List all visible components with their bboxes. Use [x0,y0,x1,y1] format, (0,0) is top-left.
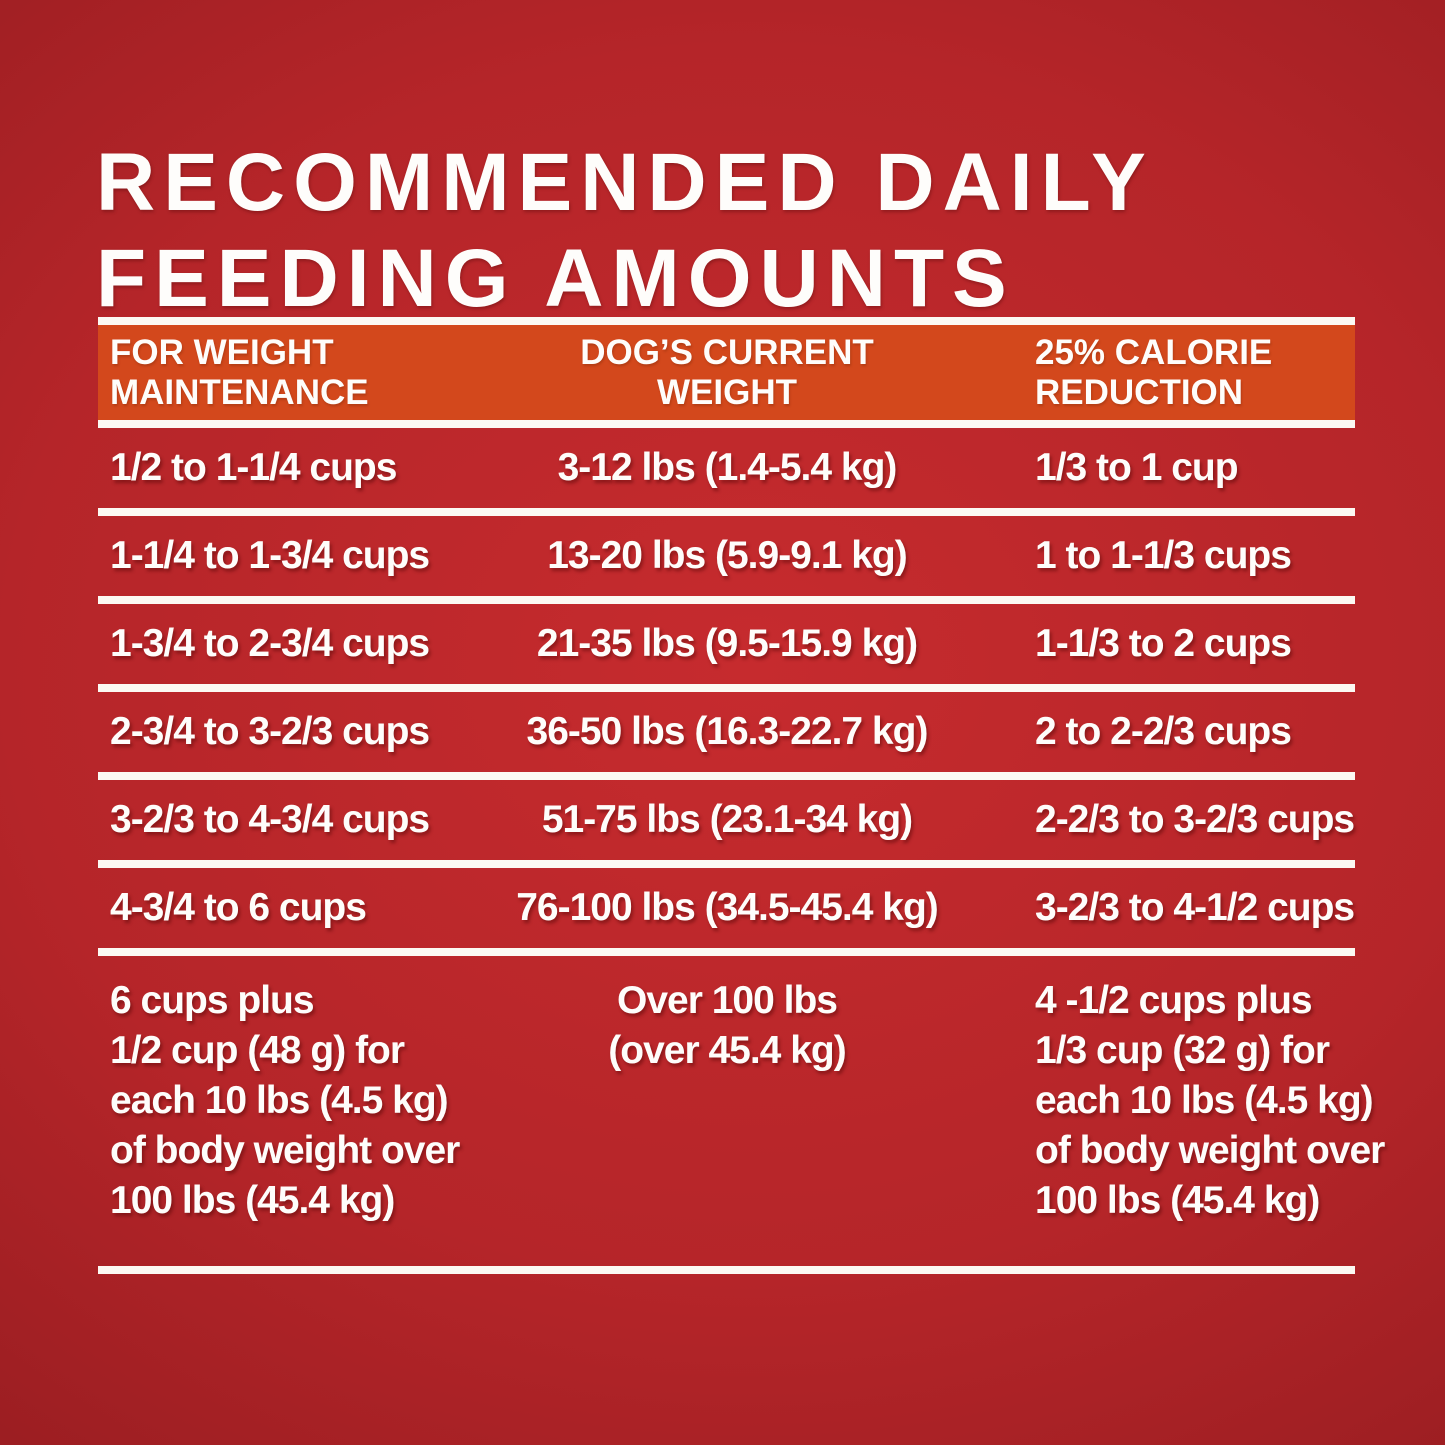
cell-calorie-reduction: 1/3 to 1 cup [1035,446,1239,489]
cell-calorie-reduction: 2-2/3 to 3-2/3 cups [1035,798,1355,841]
cell-dogs-current-weight: 13-20 lbs (5.9-9.1 kg) [547,534,908,577]
page-title: RECOMMENDED DAILY FEEDING AMOUNTS [96,136,1154,324]
feeding-table-body: 1/2 to 1-1/4 cups 3-12 lbs (1.4-5.4 kg) … [98,428,1385,1274]
table-row: 1-3/4 to 2-3/4 cups 21-35 lbs (9.5-15.9 … [98,604,1355,692]
cell-dogs-current-weight: 36-50 lbs (16.3-22.7 kg) [526,710,929,753]
table-row: 6 cups plus 1/2 cup (48 g) for each 10 l… [98,956,1385,1274]
cell-weight-maintenance: 4-3/4 to 6 cups [110,886,367,929]
table-row: 3-2/3 to 4-3/4 cups 51-75 lbs (23.1-34 k… [98,780,1355,868]
table-row: 1/2 to 1-1/4 cups 3-12 lbs (1.4-5.4 kg) … [98,428,1355,516]
cell-dogs-current-weight: 51-75 lbs (23.1-34 kg) [541,798,913,841]
cell-dogs-current-weight: 3-12 lbs (1.4-5.4 kg) [557,446,898,489]
cell-weight-maintenance: 1/2 to 1-1/4 cups [110,446,397,489]
header-calorie-reduction: 25% CALORIE REDUCTION [1035,332,1273,412]
cell-weight-maintenance: 2-3/4 to 3-2/3 cups [110,710,430,753]
cell-calorie-reduction: 3-2/3 to 4-1/2 cups [1035,886,1355,929]
cell-weight-maintenance: 1-3/4 to 2-3/4 cups [110,622,430,665]
header-dogs-current-weight: DOG’S CURRENT WEIGHT [580,332,874,412]
cell-calorie-reduction: 1-1/3 to 2 cups [1035,622,1292,665]
header-weight-maintenance: FOR WEIGHT MAINTENANCE [110,332,369,412]
cell-weight-maintenance: 3-2/3 to 4-3/4 cups [110,798,430,841]
table-row: 4-3/4 to 6 cups 76-100 lbs (34.5-45.4 kg… [98,868,1355,956]
cell-calorie-reduction: 4 -1/2 cups plus 1/3 cup (32 g) for each… [1035,979,1385,1222]
table-row: 2-3/4 to 3-2/3 cups 36-50 lbs (16.3-22.7… [98,692,1355,780]
cell-dogs-current-weight: 76-100 lbs (34.5-45.4 kg) [516,886,939,929]
cell-weight-maintenance: 6 cups plus 1/2 cup (48 g) for each 10 l… [110,979,460,1222]
cell-calorie-reduction: 1 to 1-1/3 cups [1035,534,1292,577]
table-header-row: FOR WEIGHT MAINTENANCE DOG’S CURRENT WEI… [98,317,1355,428]
cell-weight-maintenance: 1-1/4 to 1-3/4 cups [110,534,430,577]
table-row: 1-1/4 to 1-3/4 cups 13-20 lbs (5.9-9.1 k… [98,516,1355,604]
cell-calorie-reduction: 2 to 2-2/3 cups [1035,710,1292,753]
feeding-table: FOR WEIGHT MAINTENANCE DOG’S CURRENT WEI… [98,317,1385,1274]
cell-dogs-current-weight: Over 100 lbs (over 45.4 kg) [608,979,846,1072]
cell-dogs-current-weight: 21-35 lbs (9.5-15.9 kg) [536,622,918,665]
